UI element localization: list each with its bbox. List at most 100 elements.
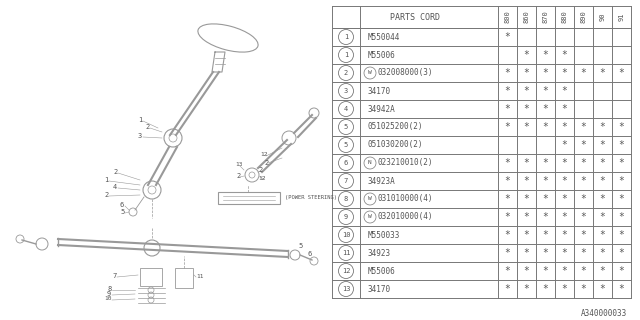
Text: *: * bbox=[580, 230, 586, 240]
Text: 6: 6 bbox=[120, 202, 124, 208]
Text: *: * bbox=[543, 158, 548, 168]
Text: *: * bbox=[619, 230, 625, 240]
Text: *: * bbox=[543, 50, 548, 60]
Text: *: * bbox=[580, 140, 586, 150]
Text: *: * bbox=[561, 176, 568, 186]
Text: 3: 3 bbox=[344, 88, 348, 94]
Text: 34923A: 34923A bbox=[368, 177, 396, 186]
Text: 2: 2 bbox=[113, 169, 117, 175]
Text: *: * bbox=[619, 140, 625, 150]
Text: *: * bbox=[504, 176, 511, 186]
Text: *: * bbox=[561, 194, 568, 204]
Text: 2: 2 bbox=[344, 70, 348, 76]
Text: *: * bbox=[543, 230, 548, 240]
Text: 2: 2 bbox=[258, 167, 262, 173]
Text: 90: 90 bbox=[600, 13, 605, 21]
Text: *: * bbox=[561, 50, 568, 60]
Text: *: * bbox=[580, 122, 586, 132]
Text: *: * bbox=[600, 284, 605, 294]
Text: N: N bbox=[368, 161, 372, 165]
Text: *: * bbox=[580, 248, 586, 258]
Text: (POWER STEERING): (POWER STEERING) bbox=[285, 196, 337, 201]
Text: 7: 7 bbox=[344, 178, 348, 184]
Text: *: * bbox=[524, 176, 529, 186]
Text: 4: 4 bbox=[344, 106, 348, 112]
Text: M55006: M55006 bbox=[368, 267, 396, 276]
Text: M550044: M550044 bbox=[368, 33, 401, 42]
Text: *: * bbox=[524, 194, 529, 204]
Text: *: * bbox=[504, 230, 511, 240]
Text: 11: 11 bbox=[342, 250, 350, 256]
Text: *: * bbox=[619, 212, 625, 222]
Text: *: * bbox=[504, 212, 511, 222]
Text: *: * bbox=[600, 176, 605, 186]
Text: *: * bbox=[524, 284, 529, 294]
Text: *: * bbox=[561, 158, 568, 168]
Text: 5: 5 bbox=[120, 209, 124, 215]
Text: *: * bbox=[524, 212, 529, 222]
Text: 2: 2 bbox=[104, 192, 108, 198]
Text: W: W bbox=[368, 196, 372, 202]
Text: W: W bbox=[368, 214, 372, 220]
Text: *: * bbox=[600, 68, 605, 78]
Text: *: * bbox=[524, 230, 529, 240]
Text: *: * bbox=[580, 194, 586, 204]
Text: 5: 5 bbox=[298, 243, 302, 249]
Text: 3: 3 bbox=[138, 133, 142, 139]
Text: *: * bbox=[580, 158, 586, 168]
Text: *: * bbox=[561, 212, 568, 222]
Text: *: * bbox=[561, 230, 568, 240]
Text: 1: 1 bbox=[344, 52, 348, 58]
Text: *: * bbox=[600, 230, 605, 240]
Text: *: * bbox=[619, 266, 625, 276]
Text: *: * bbox=[619, 284, 625, 294]
Text: *: * bbox=[543, 266, 548, 276]
Text: 34170: 34170 bbox=[368, 284, 391, 293]
Text: 12: 12 bbox=[258, 175, 266, 180]
Text: 032008000(3): 032008000(3) bbox=[378, 68, 433, 77]
Text: *: * bbox=[504, 68, 511, 78]
Text: 4: 4 bbox=[113, 184, 117, 190]
Text: *: * bbox=[580, 176, 586, 186]
Text: 1: 1 bbox=[344, 34, 348, 40]
Text: *: * bbox=[504, 104, 511, 114]
Text: *: * bbox=[619, 122, 625, 132]
Text: *: * bbox=[561, 104, 568, 114]
Text: 032010000(4): 032010000(4) bbox=[378, 212, 433, 221]
Text: 2: 2 bbox=[236, 173, 240, 179]
Text: *: * bbox=[543, 212, 548, 222]
Text: *: * bbox=[504, 32, 511, 42]
Text: *: * bbox=[524, 158, 529, 168]
Text: *: * bbox=[561, 284, 568, 294]
Text: W: W bbox=[368, 70, 372, 76]
Text: *: * bbox=[524, 266, 529, 276]
Text: *: * bbox=[561, 140, 568, 150]
Text: *: * bbox=[504, 248, 511, 258]
Text: *: * bbox=[600, 212, 605, 222]
Text: 860: 860 bbox=[524, 11, 529, 23]
Text: *: * bbox=[504, 122, 511, 132]
Text: 890: 890 bbox=[580, 11, 586, 23]
Text: *: * bbox=[561, 248, 568, 258]
Text: *: * bbox=[543, 284, 548, 294]
Text: *: * bbox=[561, 68, 568, 78]
Text: *: * bbox=[543, 68, 548, 78]
Text: *: * bbox=[504, 284, 511, 294]
Text: *: * bbox=[524, 68, 529, 78]
Text: 7: 7 bbox=[112, 273, 116, 279]
Text: 870: 870 bbox=[543, 11, 548, 23]
Text: *: * bbox=[504, 158, 511, 168]
Text: *: * bbox=[524, 50, 529, 60]
Text: *: * bbox=[600, 140, 605, 150]
Text: M550033: M550033 bbox=[368, 230, 401, 239]
Text: *: * bbox=[619, 68, 625, 78]
Text: *: * bbox=[600, 158, 605, 168]
Text: *: * bbox=[543, 194, 548, 204]
Text: 11: 11 bbox=[196, 274, 204, 278]
Text: *: * bbox=[580, 284, 586, 294]
Text: *: * bbox=[619, 248, 625, 258]
Text: *: * bbox=[600, 266, 605, 276]
Text: 8: 8 bbox=[344, 196, 348, 202]
Text: *: * bbox=[524, 104, 529, 114]
Text: 5: 5 bbox=[344, 124, 348, 130]
